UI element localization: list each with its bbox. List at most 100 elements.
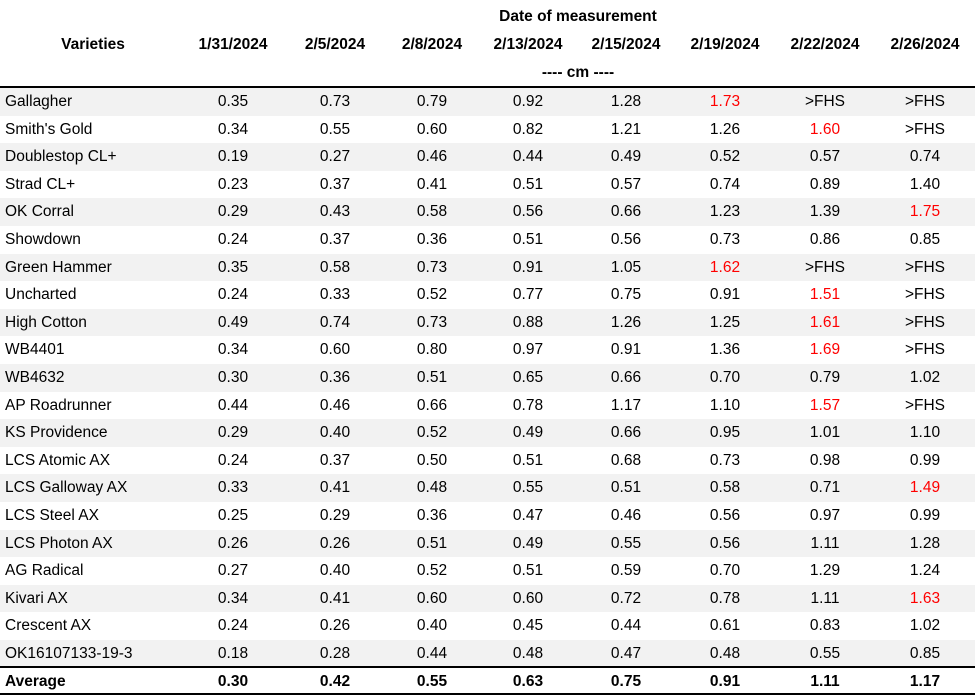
variety-name: WB4401 <box>5 341 65 359</box>
cell-value: 0.46 <box>610 507 642 524</box>
variety-name: KS Providence <box>5 424 108 442</box>
variety-name: Smith's Gold <box>5 120 93 138</box>
cell-value: 0.56 <box>610 231 642 248</box>
cell-value: 0.51 <box>416 534 448 552</box>
cell-value: 0.58 <box>416 203 448 221</box>
cell-value: 1.10 <box>909 424 941 442</box>
cell-value: 1.17 <box>610 396 642 414</box>
cell-value: 0.59 <box>610 562 642 580</box>
cell-value: 0.51 <box>512 562 544 580</box>
cell-value: 0.27 <box>319 148 351 166</box>
cell-value: 0.24 <box>217 451 249 469</box>
cell-value: 0.27 <box>217 562 249 580</box>
average-value: 0.63 <box>512 673 544 690</box>
cell-value: 0.91 <box>512 258 544 276</box>
cell-value: 0.74 <box>319 313 351 331</box>
cell-value: 0.73 <box>709 451 741 469</box>
cell-value: 0.60 <box>512 589 544 607</box>
cell-value: 0.61 <box>709 617 741 635</box>
cell-value: 0.18 <box>217 645 249 662</box>
cell-value: 0.51 <box>610 479 642 497</box>
column-header: 2/15/2024 <box>591 36 661 53</box>
cell-value: 0.73 <box>319 93 351 110</box>
average-value: 0.55 <box>416 673 448 690</box>
cell-value: >FHS <box>804 258 846 276</box>
row-band <box>0 364 975 392</box>
variety-name: Showdown <box>5 231 81 248</box>
variety-name: AP Roadrunner <box>5 396 112 414</box>
cell-value: 0.73 <box>416 313 448 331</box>
row-band <box>0 584 975 613</box>
cell-value: 1.40 <box>909 175 941 193</box>
variety-name: OK16107133-19-3 <box>5 645 133 662</box>
cell-value: 1.62 <box>709 258 741 276</box>
variety-name: High Cotton <box>5 313 87 331</box>
variety-name: LCS Steel AX <box>5 507 99 524</box>
cell-value: 0.40 <box>416 617 448 635</box>
cell-value: 0.95 <box>709 424 741 442</box>
cell-value: 0.51 <box>416 369 448 386</box>
cell-value: 0.74 <box>709 175 741 193</box>
cell-value: 0.44 <box>610 617 642 635</box>
cell-value: 1.60 <box>809 120 841 138</box>
column-header: 2/22/2024 <box>790 36 860 53</box>
cell-value: 0.26 <box>217 534 249 552</box>
cell-value: 1.73 <box>709 93 741 110</box>
cell-value: 0.52 <box>416 286 448 304</box>
cell-value: 1.05 <box>610 258 642 276</box>
cell-value: 0.41 <box>319 479 351 497</box>
table-title: Date of measurement <box>499 8 657 25</box>
row-header: Varieties <box>61 36 125 53</box>
variety-name: WB4632 <box>5 369 65 386</box>
cell-value: 0.75 <box>610 286 642 304</box>
header-rule <box>0 86 975 88</box>
cell-value: 0.73 <box>709 231 741 248</box>
cell-value: 0.77 <box>512 286 544 304</box>
cell-value: 0.19 <box>217 148 249 166</box>
cell-value: 0.50 <box>416 451 448 469</box>
row-band <box>0 529 975 558</box>
cell-value: 0.35 <box>217 93 249 110</box>
variety-name: Kivari AX <box>5 589 68 607</box>
cell-value: 1.49 <box>909 479 941 497</box>
cell-value: 0.73 <box>416 258 448 276</box>
cell-value: 0.66 <box>416 396 448 414</box>
cell-value: 0.44 <box>416 645 448 662</box>
cell-value: 0.74 <box>909 148 941 166</box>
cell-value: 1.57 <box>809 396 841 414</box>
cell-value: 0.79 <box>809 369 841 386</box>
cell-value: 1.24 <box>909 562 941 580</box>
cell-value: 1.29 <box>809 562 841 580</box>
cell-value: >FHS <box>904 258 946 276</box>
cell-value: 0.26 <box>319 617 351 635</box>
variety-name: Crescent AX <box>5 617 92 635</box>
cell-value: 0.91 <box>709 286 741 304</box>
cell-value: 0.40 <box>319 424 351 442</box>
cell-value: 0.91 <box>610 341 642 359</box>
column-header: 2/13/2024 <box>493 36 563 53</box>
cell-value: 0.51 <box>512 451 544 469</box>
cell-value: >FHS <box>904 396 946 414</box>
cell-value: 0.48 <box>416 479 448 497</box>
cell-value: 1.26 <box>709 120 741 138</box>
cell-value: 0.30 <box>217 369 249 386</box>
cell-value: 0.51 <box>512 231 544 248</box>
cell-value: 0.70 <box>709 369 741 386</box>
variety-name: LCS Atomic AX <box>5 451 111 469</box>
cell-value: >FHS <box>904 341 946 359</box>
cell-value: 1.11 <box>810 589 840 607</box>
cell-value: 0.68 <box>610 451 642 469</box>
variety-name: Strad CL+ <box>5 175 76 193</box>
bottom-rule <box>0 693 975 695</box>
cell-value: 0.55 <box>512 479 544 497</box>
cell-value: 1.10 <box>709 396 741 414</box>
cell-value: 0.36 <box>319 369 351 386</box>
cell-value: 0.83 <box>809 617 841 635</box>
cell-value: 0.85 <box>909 645 941 662</box>
cell-value: 0.49 <box>512 424 544 442</box>
cell-value: 0.25 <box>217 507 249 524</box>
cell-value: 0.70 <box>709 562 741 580</box>
cell-value: 0.40 <box>319 562 351 580</box>
cell-value: 1.28 <box>909 534 941 552</box>
